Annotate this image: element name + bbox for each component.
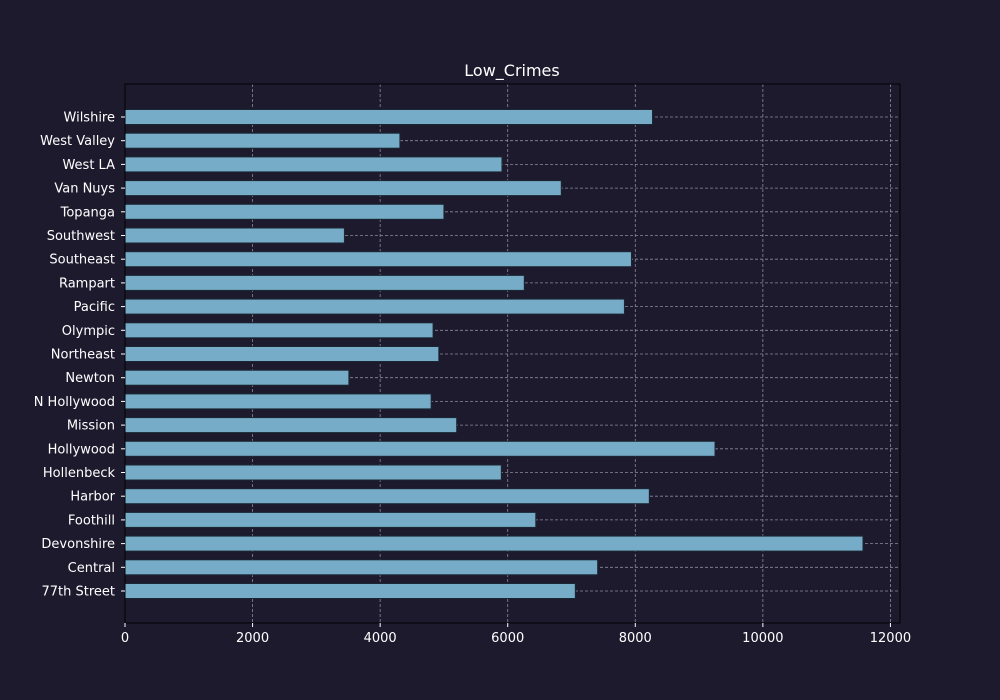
x-tick-label: 0: [121, 631, 129, 646]
bar-southeast: [124, 251, 632, 268]
y-tick-label: West LA: [62, 158, 115, 173]
x-tick-label: 12000: [870, 631, 911, 646]
bar-west-la: [124, 156, 503, 173]
y-tick-label: 77th Street: [41, 585, 115, 600]
y-tick-label: Hollywood: [48, 442, 115, 457]
bars: [124, 109, 864, 599]
bar-n-hollywood: [124, 393, 432, 410]
y-tick-label: Olympic: [62, 324, 115, 339]
bar-wilshire: [124, 109, 654, 125]
y-tick-label: West Valley: [40, 134, 115, 149]
bar-topanga: [124, 203, 445, 220]
y-tick-label: Foothill: [68, 513, 115, 528]
y-tick-label: Newton: [65, 371, 115, 386]
bar-west-valley: [124, 132, 401, 149]
x-tick-label: 10000: [742, 631, 783, 646]
x-tick-label: 8000: [619, 631, 652, 646]
bar-newton: [124, 369, 350, 386]
bar-olympic: [124, 322, 434, 339]
chart-title: Low_Crimes: [464, 61, 559, 81]
bar-harbor: [124, 488, 650, 505]
x-tick-label: 4000: [364, 631, 397, 646]
y-tick-label: Devonshire: [41, 537, 115, 552]
bar-foothill: [124, 511, 537, 528]
y-tick-label: Wilshire: [64, 111, 115, 126]
y-tick-label: Harbor: [70, 490, 115, 505]
bar-hollywood: [124, 440, 716, 457]
bar-central: [124, 559, 599, 576]
y-tick-label: Central: [68, 561, 115, 576]
bar-northeast: [124, 346, 440, 362]
y-tick-label: Southwest: [47, 229, 115, 244]
bar-hollenbeck: [124, 464, 502, 481]
y-tick-label: Northeast: [51, 348, 115, 363]
y-tick-label: Van Nuys: [54, 182, 115, 197]
y-tick-label: Southeast: [49, 253, 115, 268]
axes: [121, 83, 901, 627]
bar-pacific: [124, 298, 625, 315]
x-tick-labels: 0 2000 4000 6000 8000 10000 12000: [121, 631, 911, 646]
y-tick-label: Mission: [67, 419, 115, 434]
bar-77th-street: [124, 583, 576, 599]
y-tick-label: Hollenbeck: [43, 466, 116, 481]
bar-devonshire: [124, 535, 864, 552]
bar-van-nuys: [124, 180, 562, 197]
bar-rampart: [124, 274, 525, 291]
y-tick-label: Pacific: [74, 300, 115, 315]
bar-southwest: [124, 227, 345, 244]
y-tick-label: Topanga: [60, 205, 115, 220]
x-tick-label: 6000: [491, 631, 524, 646]
x-tick-label: 2000: [236, 631, 269, 646]
y-tick-label: Rampart: [59, 276, 115, 291]
y-tick-label: N Hollywood: [34, 395, 115, 410]
bar-mission: [124, 417, 458, 434]
y-tick-labels: 77th Street Central Devonshire Foothill Harb…: [34, 111, 116, 600]
